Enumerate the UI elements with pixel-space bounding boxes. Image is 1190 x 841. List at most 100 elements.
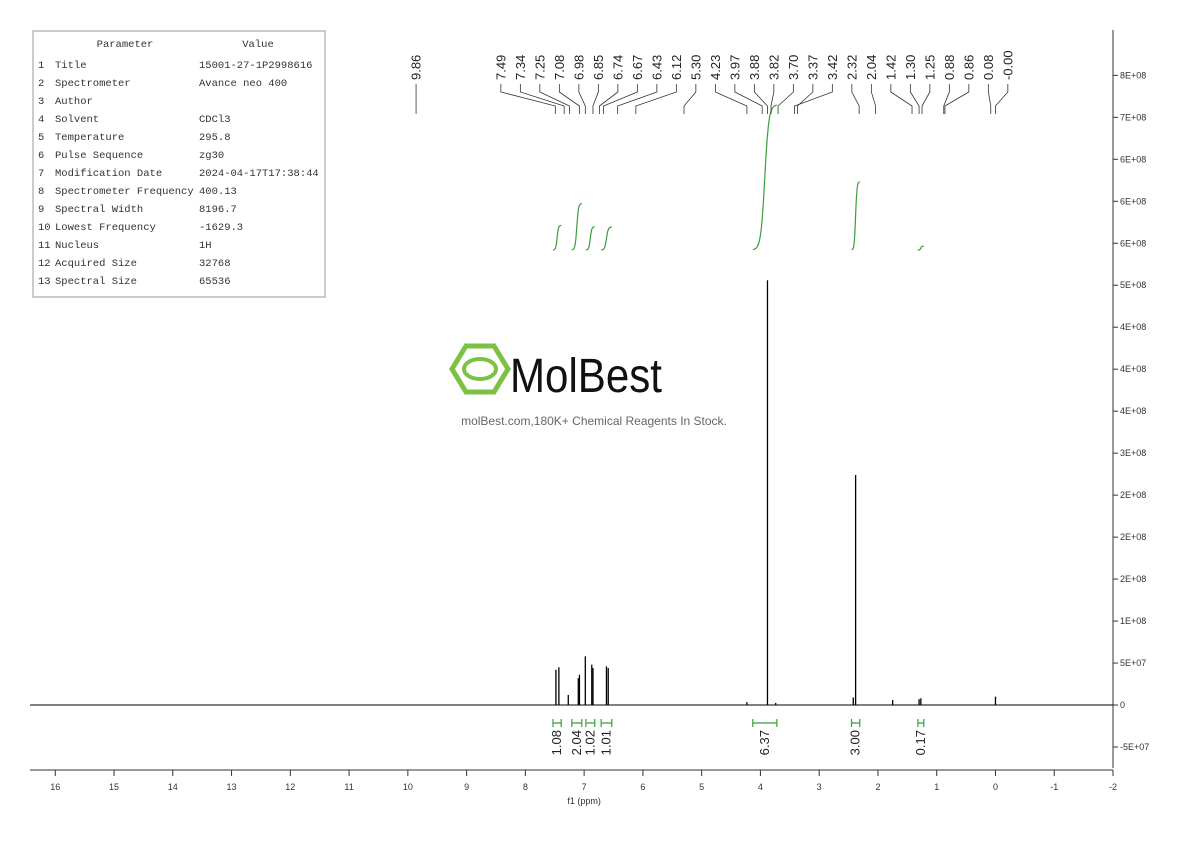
table-cell: Spectrometer [55,78,131,90]
integral-curve [571,203,582,251]
table-cell: Solvent [55,114,99,126]
integral-label: 3.00 [848,730,863,755]
peak-label: 1.25 [922,55,937,80]
peak-label: 6.12 [669,55,684,80]
peak-label: 4.23 [708,55,723,80]
table-cell: Modification Date [55,168,162,180]
peak-label: 6.67 [630,55,645,80]
peak-label: 3.88 [747,55,762,80]
peak-leader [851,84,860,114]
table-cell: 4 [38,114,44,126]
integral-bracket [752,719,778,727]
integral-curve [601,226,612,251]
x-tick-label: 10 [403,782,413,792]
peak-leader [797,84,814,114]
peak-leader [519,84,565,114]
x-tick-label: 1 [934,782,939,792]
peak-label: 6.43 [649,55,664,80]
peak-leader [635,84,677,114]
x-tick-label: 8 [523,782,528,792]
table-cell: 32768 [199,258,231,270]
table-cell: 8196.7 [199,204,237,216]
integral-bracket [850,719,861,727]
x-tick-label: 15 [109,782,119,792]
y-tick-label: 2E+08 [1120,532,1146,542]
integral-curve [553,224,562,251]
peak-leader [870,84,876,114]
integral-label: 2.04 [569,730,584,755]
y-tick-label: 8E+08 [1120,70,1146,80]
y-tick-label: -5E+07 [1120,742,1149,752]
x-axis-label: f1 (ppm) [567,796,601,806]
peak-label: 0.08 [981,55,996,80]
peak-label: 2.04 [864,55,879,80]
table-cell: 7 [38,168,44,180]
peak-label: 3.70 [786,55,801,80]
tagline: molBest.com,180K+ Chemical Reagents In S… [461,414,727,428]
x-tick-label: 4 [758,782,763,792]
peak-leader [599,84,619,114]
peak-label: 7.25 [532,55,547,80]
table-cell: 1H [199,240,212,252]
x-tick-label: 7 [582,782,587,792]
peak-label: 1.30 [903,55,918,80]
peak-leader [987,84,992,114]
logo-hexagon [449,343,511,395]
y-tick-label: 0 [1120,700,1125,710]
integral-label: 1.02 [582,730,597,755]
peak-leader [578,84,586,114]
x-tick-label: 12 [285,782,295,792]
table-cell: 65536 [199,276,231,288]
integral-curve [851,181,860,251]
x-tick-label: -1 [1050,782,1058,792]
logo-ring [462,357,498,381]
table-cell: CDCl3 [199,114,231,126]
y-tick-label: 4E+08 [1120,322,1146,332]
integral-curve [752,104,778,251]
peak-label: 7.49 [493,55,508,80]
peak-leader [777,84,794,114]
peak-leader [539,84,570,114]
table-cell: zg30 [199,150,224,162]
peak-leader [909,84,920,114]
peak-label: 1.42 [883,55,898,80]
peak-label: 3.42 [825,55,840,80]
integral-bracket [600,719,613,727]
integral-label: 1.08 [549,730,564,755]
peak-label: 9.86 [409,55,424,80]
table-cell: 8 [38,186,44,198]
table-cell: Avance neo 400 [199,78,287,90]
x-tick-label: 0 [993,782,998,792]
table-cell: 1 [38,60,44,72]
peak-leader [794,84,833,114]
y-tick-label: 3E+08 [1120,448,1146,458]
y-tick-label: 2E+08 [1120,574,1146,584]
parameter-table [32,30,326,298]
x-tick-label: -2 [1109,782,1117,792]
table-cell: 400.13 [199,186,237,198]
peak-label: 0.88 [942,55,957,80]
table-cell: Temperature [55,132,124,144]
integral-label: 0.17 [913,730,928,755]
table-cell: 2024-04-17T17:38:44 [199,168,319,180]
table-cell: Spectrometer Frequency [55,186,194,198]
integral-bracket [585,719,596,727]
x-tick-label: 11 [344,782,353,792]
peak-leader [944,84,970,114]
peak-leader [943,84,950,114]
peak-label: 3.37 [805,55,820,80]
table-cell: Spectral Size [55,276,137,288]
peak-leader [921,84,931,114]
peak-label: 7.34 [513,55,528,80]
peak-leader [890,84,913,114]
integral-bracket [571,719,583,727]
x-tick-label: 3 [817,782,822,792]
table-cell: 9 [38,204,44,216]
peak-leader [714,84,748,114]
integral-bracket [917,719,925,727]
peak-label: 6.98 [571,55,586,80]
table-cell: 295.8 [199,132,231,144]
table-header: Value [242,39,274,51]
x-tick-label: 13 [227,782,237,792]
